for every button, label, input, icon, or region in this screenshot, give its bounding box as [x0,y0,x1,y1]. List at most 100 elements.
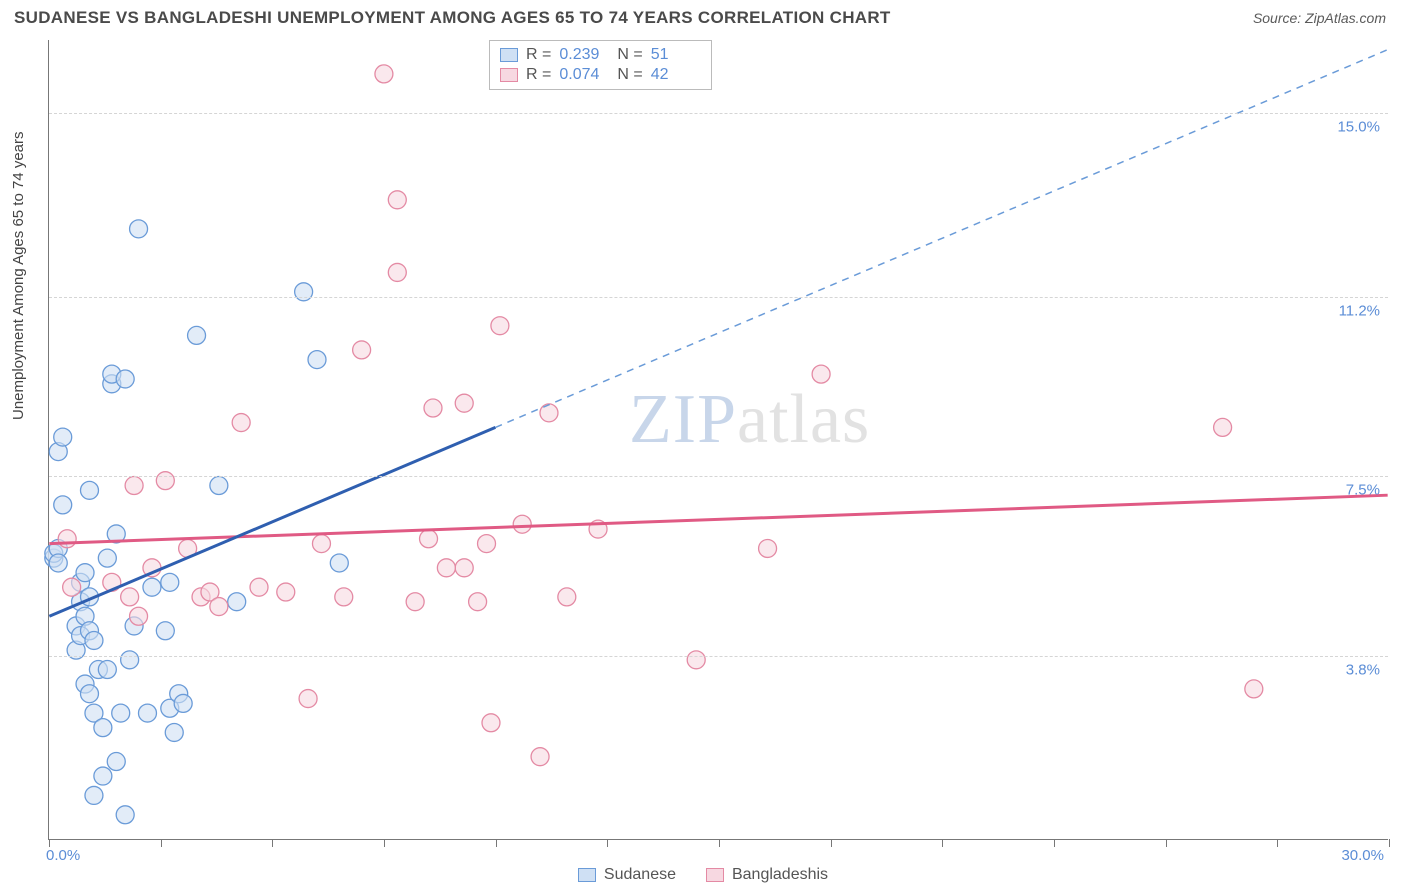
data-point [80,481,98,499]
gridline [49,113,1388,114]
legend-label-series1: Sudanese [604,866,676,884]
data-point [165,723,183,741]
x-tick [607,839,608,847]
data-point [375,65,393,83]
x-tick [272,839,273,847]
data-point [54,496,72,514]
x-tick [384,839,385,847]
data-point [295,283,313,301]
trend-line [495,50,1387,428]
n-label-2: N = [617,66,642,84]
data-point [455,559,473,577]
data-point [210,477,228,495]
data-point [58,530,76,548]
legend-item-series2: Bangladeshis [706,866,828,884]
data-point [455,394,473,412]
data-point [406,593,424,611]
data-point [210,598,228,616]
y-tick-label: 11.2% [1339,302,1380,319]
data-point [491,317,509,335]
data-point [353,341,371,359]
data-point [49,554,67,572]
x-min-label: 0.0% [46,847,80,864]
data-point [420,530,438,548]
bottom-legend: Sudanese Bangladeshis [0,866,1406,884]
x-tick [1389,839,1390,847]
x-tick [1054,839,1055,847]
data-point [388,191,406,209]
data-point [112,704,130,722]
data-point [478,535,496,553]
y-tick-label: 15.0% [1337,118,1380,135]
data-point [1245,680,1263,698]
trend-line [49,427,495,616]
data-point [228,593,246,611]
data-point [277,583,295,601]
legend-label-series2: Bangladeshis [732,866,828,884]
data-point [107,753,125,771]
data-point [94,767,112,785]
stats-row-series1: R = 0.239 N = 51 [500,45,701,65]
stats-row-series2: R = 0.074 N = 42 [500,65,701,85]
plot-container: ZIPatlas R = 0.239 N = 51 R = 0.074 N = … [48,40,1388,840]
data-point [80,685,98,703]
x-tick [719,839,720,847]
r-value-1: 0.239 [559,46,609,64]
stats-legend: R = 0.239 N = 51 R = 0.074 N = 42 [489,40,712,90]
data-point [482,714,500,732]
source-prefix: Source: [1253,10,1305,26]
data-point [174,694,192,712]
gridline [49,297,1388,298]
data-point [116,806,134,824]
data-point [125,477,143,495]
data-point [540,404,558,422]
data-point [63,578,81,596]
data-point [812,365,830,383]
data-point [312,535,330,553]
data-point [469,593,487,611]
legend-item-series1: Sudanese [578,866,676,884]
plot-area: ZIPatlas R = 0.239 N = 51 R = 0.074 N = … [48,40,1388,840]
data-point [188,326,206,344]
x-tick [942,839,943,847]
x-max-label: 30.0% [1341,847,1384,864]
r-value-2: 0.074 [559,66,609,84]
data-point [531,748,549,766]
chart-title: SUDANESE VS BANGLADESHI UNEMPLOYMENT AMO… [14,8,891,28]
r-label-1: R = [526,46,551,64]
x-tick [831,839,832,847]
data-point [335,588,353,606]
data-point [330,554,348,572]
data-point [250,578,268,596]
legend-swatch-series1 [578,868,596,882]
x-tick [496,839,497,847]
n-value-1: 51 [651,46,701,64]
data-point [308,351,326,369]
data-point [98,549,116,567]
data-point [156,472,174,490]
y-tick-label: 3.8% [1346,661,1380,678]
x-tick [1166,839,1167,847]
data-point [138,704,156,722]
x-tick [1277,839,1278,847]
data-point [232,414,250,432]
x-tick [161,839,162,847]
scatter-svg [49,40,1388,839]
r-label-2: R = [526,66,551,84]
source-attribution: Source: ZipAtlas.com [1253,10,1386,26]
swatch-series1 [500,48,518,62]
data-point [76,564,94,582]
data-point [558,588,576,606]
x-tick [49,839,50,847]
data-point [121,588,139,606]
swatch-series2 [500,68,518,82]
data-point [759,539,777,557]
data-point [299,690,317,708]
data-point [94,719,112,737]
data-point [437,559,455,577]
data-point [116,370,134,388]
data-point [513,515,531,533]
data-point [98,661,116,679]
data-point [121,651,139,669]
data-point [1214,418,1232,436]
